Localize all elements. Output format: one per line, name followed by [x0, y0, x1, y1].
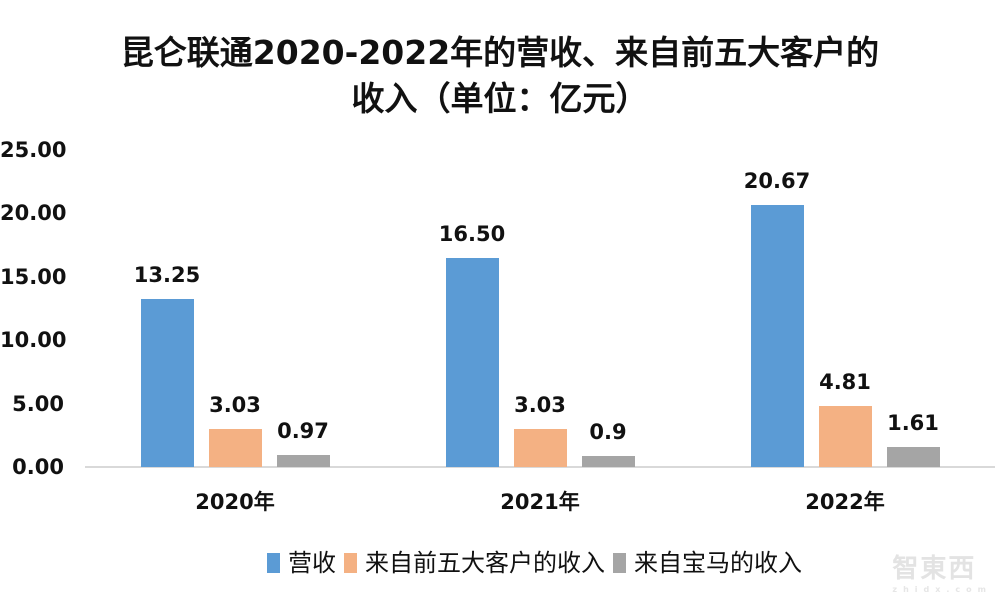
chart-title-line-1: 昆仑联通2020-2022年的营收、来自前五大客户的 — [120, 33, 880, 72]
y-tick-label: 20.00 — [0, 201, 67, 226]
watermark-text: 智東西 — [892, 554, 977, 584]
watermark-logo: 智東西 zhidx.com — [892, 548, 992, 594]
bar-top5[interactable] — [208, 428, 262, 467]
data-label: 13.25 — [133, 262, 201, 287]
x-axis-line — [85, 466, 995, 468]
legend-swatch-top5 — [344, 553, 357, 573]
data-label: 4.81 — [819, 370, 871, 394]
legend-label: 来自宝马的收入 — [634, 549, 802, 577]
bar-bmw[interactable] — [276, 454, 330, 467]
chart-title-line-2: 收入（单位：亿元） — [351, 79, 649, 118]
bar-top5[interactable] — [513, 428, 567, 467]
bar-revenue[interactable] — [750, 204, 804, 467]
legend-swatch-bmw — [613, 553, 626, 573]
data-label: 0.9 — [589, 419, 627, 444]
y-tick-label: 0.00 — [12, 455, 64, 479]
legend-label: 营收 — [288, 549, 336, 577]
legend-item-revenue[interactable]: 营收 — [267, 548, 336, 578]
y-tick-label: 15.00 — [0, 264, 67, 289]
legend: 营收 来自前五大客户的收入 来自宝马的收入 — [267, 548, 810, 578]
data-label: 1.61 — [887, 410, 939, 435]
data-label: 16.50 — [438, 221, 506, 246]
x-tick-label: 2022年 — [805, 490, 885, 514]
y-tick-label: 10.00 — [0, 328, 67, 353]
legend-item-top5[interactable]: 来自前五大客户的收入 — [344, 548, 605, 578]
watermark-subtext: zhidx.com — [892, 585, 992, 594]
legend-label: 来自前五大客户的收入 — [365, 549, 605, 577]
data-label: 20.67 — [743, 168, 811, 193]
data-label: 0.97 — [277, 418, 329, 443]
bar-bmw[interactable] — [886, 446, 940, 467]
legend-item-bmw[interactable]: 来自宝马的收入 — [613, 548, 802, 578]
bar-bmw[interactable] — [581, 455, 635, 467]
x-tick-label: 2020年 — [195, 490, 275, 514]
x-tick-label: 2021年 — [500, 490, 580, 514]
bar-revenue[interactable] — [140, 298, 194, 467]
y-tick-label: 5.00 — [12, 391, 64, 416]
bar-revenue[interactable] — [445, 257, 499, 467]
bar-top5[interactable] — [818, 406, 872, 467]
legend-swatch-revenue — [267, 553, 280, 573]
y-tick-label: 25.00 — [0, 138, 67, 162]
data-label: 3.03 — [514, 392, 566, 417]
data-label: 3.03 — [209, 392, 261, 417]
